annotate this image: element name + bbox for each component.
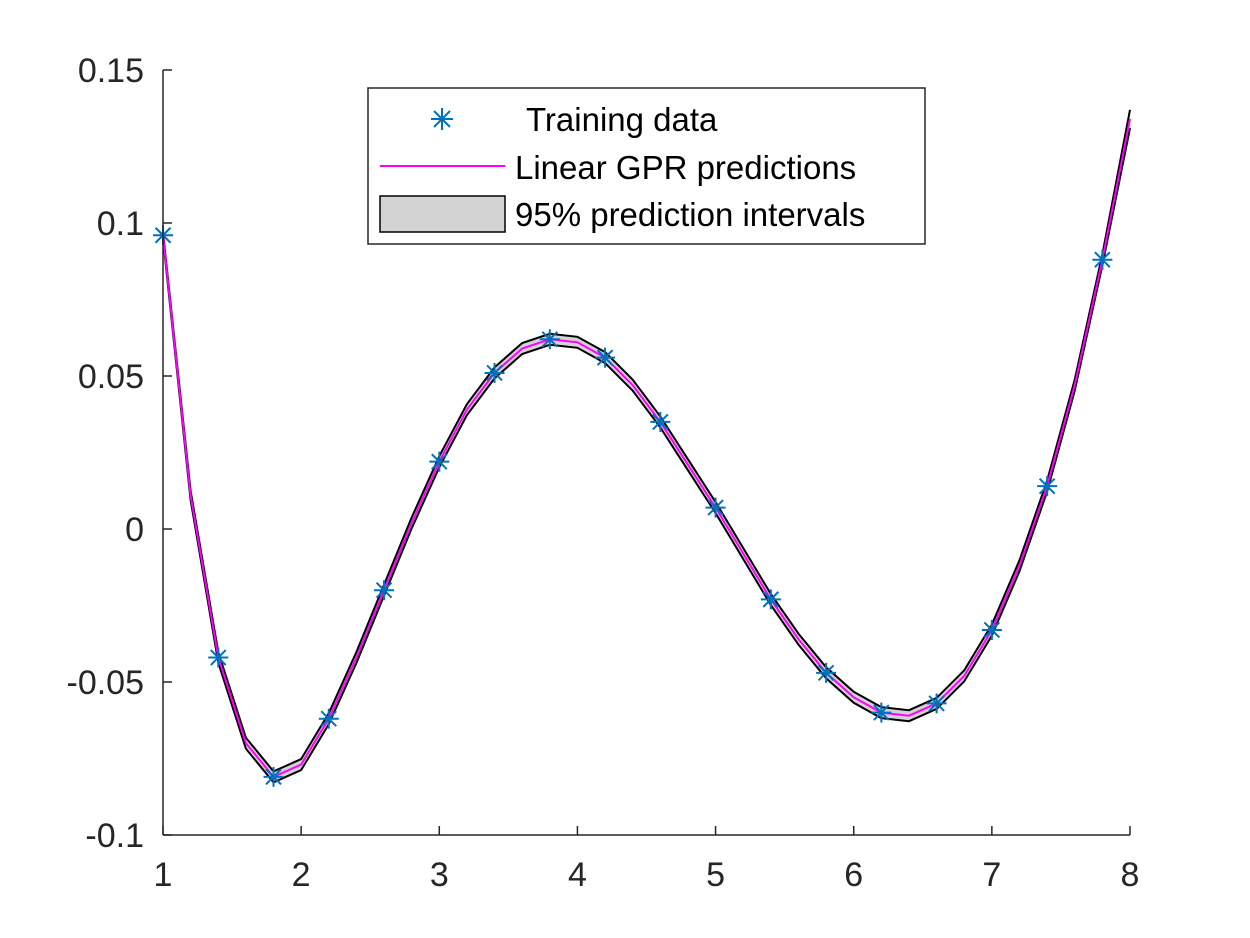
training-point bbox=[263, 766, 284, 787]
y-tick-label: -0.1 bbox=[85, 817, 144, 855]
gpr-prediction-line bbox=[162, 118, 1131, 779]
training-point bbox=[926, 693, 947, 714]
y-tick-label: 0 bbox=[125, 511, 144, 549]
training-point bbox=[816, 662, 837, 683]
prediction-line bbox=[162, 118, 1131, 779]
training-point bbox=[208, 647, 229, 668]
x-tick-label: 2 bbox=[292, 856, 311, 894]
y-ticks: -0.1 -0.05 0 0.05 0.1 0.15 bbox=[67, 52, 172, 855]
training-point bbox=[981, 619, 1002, 640]
training-point bbox=[539, 329, 560, 350]
x-tick-label: 8 bbox=[1121, 856, 1140, 894]
interval-lower-edge bbox=[162, 127, 1131, 784]
training-point bbox=[429, 451, 450, 472]
training-point bbox=[484, 362, 505, 383]
legend-asterisk-icon bbox=[431, 108, 453, 130]
y-tick-label: 0.15 bbox=[78, 52, 144, 90]
y-tick-label: 0.05 bbox=[78, 358, 144, 396]
training-point bbox=[1092, 249, 1113, 270]
legend-label-intervals: 95% prediction intervals bbox=[515, 196, 865, 233]
legend-label-training: Training data bbox=[526, 101, 718, 138]
axes bbox=[162, 70, 1130, 836]
y-tick-label: -0.05 bbox=[67, 664, 145, 702]
training-point bbox=[760, 589, 781, 610]
prediction-interval-band bbox=[162, 109, 1131, 784]
legend-patch-icon bbox=[379, 195, 506, 233]
training-point bbox=[1037, 476, 1058, 497]
training-point bbox=[705, 497, 726, 518]
x-tick-label: 1 bbox=[154, 856, 173, 894]
legend: Training data Linear GPR predictions 95%… bbox=[367, 87, 926, 245]
x-tick-label: 4 bbox=[568, 856, 587, 894]
training-point bbox=[374, 580, 395, 601]
training-data-markers bbox=[153, 225, 1113, 787]
x-ticks: 1 2 3 4 5 6 7 8 bbox=[154, 826, 1140, 894]
training-point bbox=[871, 702, 892, 723]
training-point bbox=[595, 347, 616, 368]
training-point bbox=[650, 411, 671, 432]
x-tick-label: 7 bbox=[982, 856, 1001, 894]
x-tick-label: 5 bbox=[706, 856, 725, 894]
x-tick-label: 3 bbox=[430, 856, 449, 894]
interval-upper-edge bbox=[162, 109, 1131, 773]
training-point bbox=[318, 708, 339, 729]
legend-label-predictions: Linear GPR predictions bbox=[515, 149, 856, 186]
y-tick-label: 0.1 bbox=[97, 205, 144, 243]
x-tick-label: 6 bbox=[844, 856, 863, 894]
